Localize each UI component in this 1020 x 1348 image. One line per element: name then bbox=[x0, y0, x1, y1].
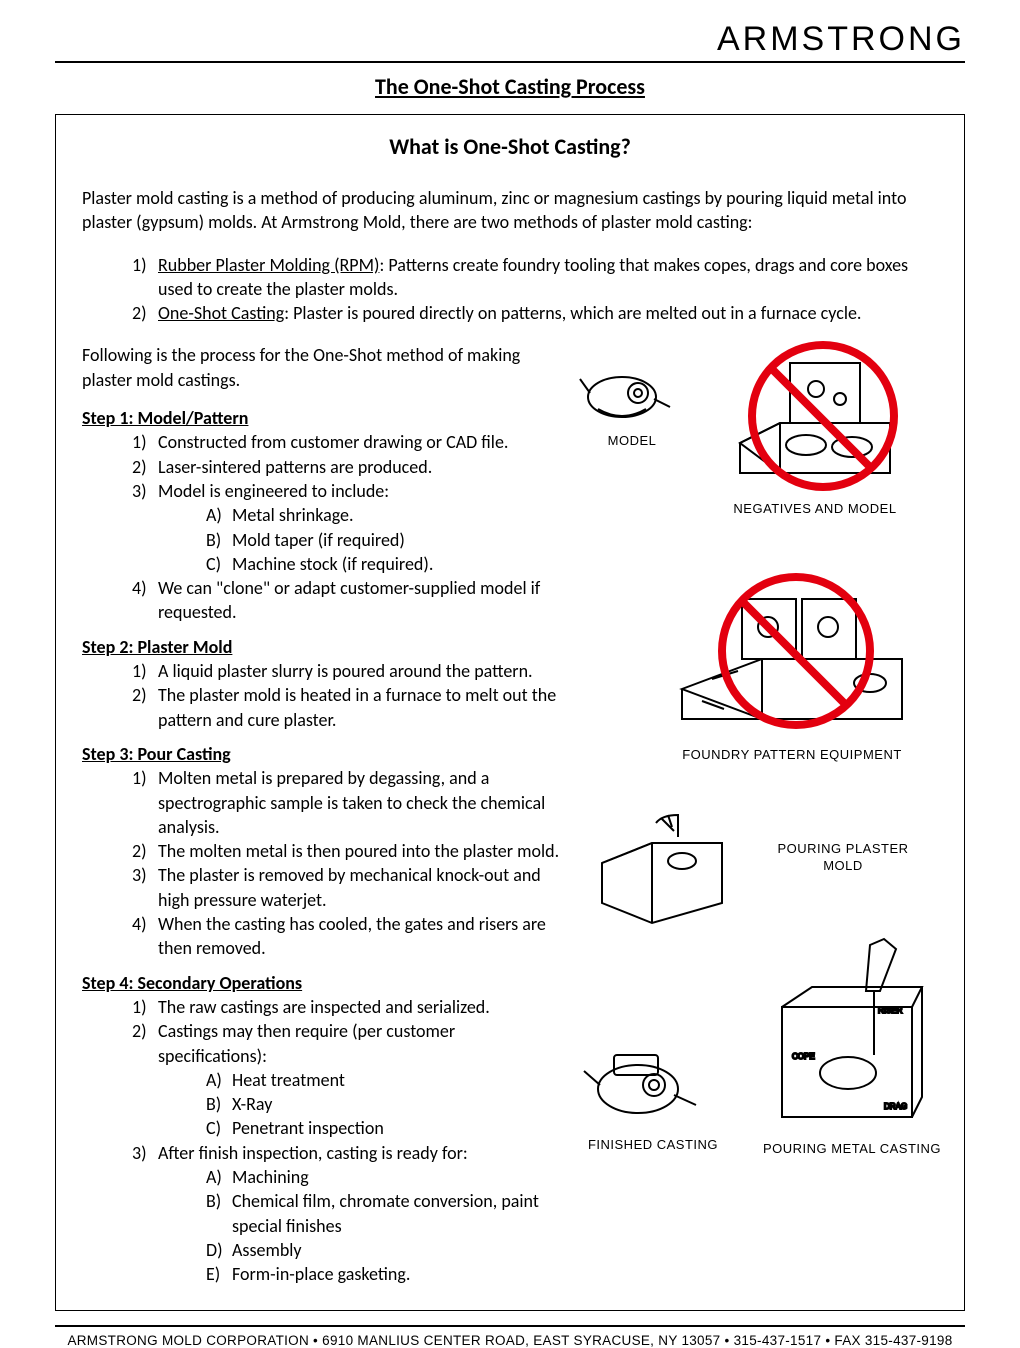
step-heading: Step 3: Pour Casting bbox=[82, 742, 562, 766]
figure-negatives: NEGATIVES AND MODEL bbox=[720, 343, 910, 516]
svg-text:RISER: RISER bbox=[878, 1006, 903, 1015]
sub-list: A)MachiningB)Chemical film, chromate con… bbox=[206, 1165, 562, 1286]
prohibit-icon bbox=[748, 341, 898, 491]
step-item: 1)A liquid plaster slurry is poured arou… bbox=[132, 659, 562, 683]
sub-item: B)Mold taper (if required) bbox=[206, 528, 433, 552]
method-rpm: 1) Rubber Plaster Molding (RPM): Pattern… bbox=[132, 253, 938, 302]
sub-item: C)Machine stock (if required). bbox=[206, 552, 433, 576]
content-panel: What is One-Shot Casting? Plaster mold c… bbox=[55, 114, 965, 1311]
step-item: 2)Laser-sintered patterns are produced. bbox=[132, 455, 562, 479]
step-heading: Step 1: Model/Pattern bbox=[82, 406, 562, 430]
caption-pour-plaster: POURING PLASTER MOLD bbox=[768, 837, 918, 875]
sub-item: E)Form-in-place gasketing. bbox=[206, 1262, 562, 1286]
brand-logo: ARMSTRONG bbox=[55, 20, 965, 61]
footer-text: ARMSTRONG MOLD CORPORATION • 6910 MANLIU… bbox=[55, 1327, 965, 1348]
sub-list: A)Heat treatmentB)X-RayC)Penetrant inspe… bbox=[206, 1068, 562, 1141]
figure-pour-metal: RISER DRAG COPE POURING METAL CASTING bbox=[762, 937, 942, 1156]
step-heading: Step 4: Secondary Operations bbox=[82, 971, 562, 995]
figure-pour-plaster bbox=[582, 813, 752, 933]
sub-item: B)X-Ray bbox=[206, 1092, 562, 1116]
step-list: 1)A liquid plaster slurry is poured arou… bbox=[132, 659, 562, 732]
method-oneshot: 2) One-Shot Casting: Plaster is poured d… bbox=[132, 301, 938, 325]
step-item: 4)When the casting has cooled, the gates… bbox=[132, 912, 562, 961]
step-item: 1)The raw castings are inspected and ser… bbox=[132, 995, 562, 1019]
sub-item: B)Chemical film, chromate conversion, pa… bbox=[206, 1189, 562, 1238]
figure-foundry: FOUNDRY PATTERN EQUIPMENT bbox=[672, 579, 912, 762]
step-heading: Step 2: Plaster Mold bbox=[82, 635, 562, 659]
intro-paragraph: Plaster mold casting is a method of prod… bbox=[82, 186, 938, 235]
sub-item: A)Machining bbox=[206, 1165, 562, 1189]
svg-text:DRAG: DRAG bbox=[884, 1102, 907, 1111]
figure-model: MODEL bbox=[572, 349, 692, 448]
svg-text:COPE: COPE bbox=[792, 1052, 815, 1061]
step-item: 1)Constructed from customer drawing or C… bbox=[132, 430, 562, 454]
sub-item: A)Heat treatment bbox=[206, 1068, 562, 1092]
step-item: 2)Castings may then require (per custome… bbox=[132, 1019, 562, 1140]
step-list: 1)Constructed from customer drawing or C… bbox=[132, 430, 562, 624]
divider-top bbox=[55, 61, 965, 63]
sub-item: A)Metal shrinkage. bbox=[206, 503, 433, 527]
step-item: 2)The plaster mold is heated in a furnac… bbox=[132, 683, 562, 732]
section-title: What is One-Shot Casting? bbox=[82, 133, 938, 160]
step-list: 1)The raw castings are inspected and ser… bbox=[132, 995, 562, 1287]
figure-finished: FINISHED CASTING bbox=[578, 1033, 728, 1154]
steps-column: Following is the process for the One-Sho… bbox=[82, 343, 562, 1286]
step-item: 2)The molten metal is then poured into t… bbox=[132, 839, 562, 863]
sub-item: C)Penetrant inspection bbox=[206, 1116, 562, 1140]
step-item: 3)After finish inspection, casting is re… bbox=[132, 1141, 562, 1287]
prohibit-icon bbox=[718, 573, 874, 729]
step-item: 1)Molten metal is prepared by degassing,… bbox=[132, 766, 562, 839]
sub-list: A)Metal shrinkage.B)Mold taper (if requi… bbox=[206, 503, 433, 576]
sub-item: D)Assembly bbox=[206, 1238, 562, 1262]
step-list: 1)Molten metal is prepared by degassing,… bbox=[132, 766, 562, 960]
figures-column: MODEL NEGATIVES AND MODEL bbox=[572, 343, 938, 1286]
methods-list: 1) Rubber Plaster Molding (RPM): Pattern… bbox=[132, 253, 938, 326]
step-item: 3)Model is engineered to include:A)Metal… bbox=[132, 479, 562, 576]
step-item: 3)The plaster is removed by mechanical k… bbox=[132, 863, 562, 912]
following-text: Following is the process for the One-Sho… bbox=[82, 343, 562, 392]
page-title: The One-Shot Casting Process bbox=[55, 73, 965, 100]
step-item: 4)We can "clone" or adapt customer-suppl… bbox=[132, 576, 562, 625]
